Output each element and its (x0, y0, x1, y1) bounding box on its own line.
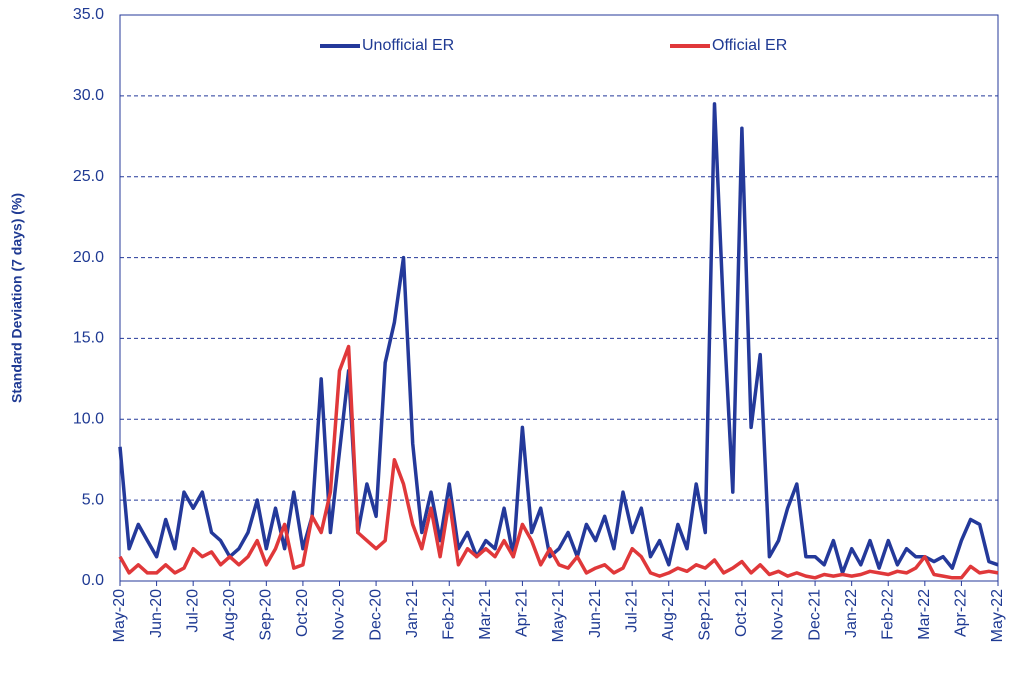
x-tick-label: Apr-22 (953, 589, 970, 637)
y-tick-label: 5.0 (82, 491, 104, 508)
y-axis-label: Standard Deviation (7 days) (%) (9, 193, 25, 403)
x-tick-label: Jun-20 (148, 589, 165, 638)
x-tick-label: Feb-22 (879, 589, 896, 640)
plot-frame (119, 14, 999, 582)
y-tick-label: 15.0 (73, 330, 104, 347)
x-tick-label: Nov-21 (770, 589, 787, 641)
x-tick-label: Apr-21 (514, 589, 531, 637)
x-tick-label: Oct-20 (294, 589, 311, 637)
line-series (118, 102, 999, 575)
x-tick-label: Mar-21 (477, 589, 494, 640)
x-tick-label: May-22 (989, 589, 1006, 642)
x-tick-label: Jan-21 (404, 589, 421, 638)
x-tick-label: Sep-21 (697, 589, 714, 641)
x-tick-label: Dec-21 (806, 589, 823, 641)
y-tick-label: 30.0 (73, 87, 104, 104)
x-tick-label: Mar-22 (916, 589, 933, 640)
y-tick-label: 0.0 (82, 572, 104, 589)
x-tick-label: Jul-20 (184, 589, 201, 633)
x-tick-label: Dec-20 (367, 589, 384, 641)
x-tick-label: Aug-20 (221, 589, 238, 641)
x-tick-label: Jun-21 (587, 589, 604, 638)
line-series (118, 344, 999, 580)
x-tick-label: Aug-21 (660, 589, 677, 641)
x-tick-label: Jul-21 (623, 589, 640, 633)
legend-label: Official ER (712, 37, 787, 54)
y-tick-label: 20.0 (73, 249, 104, 266)
x-tick-label: May-21 (550, 589, 567, 642)
y-tick-label: 25.0 (73, 168, 104, 185)
x-tick-label: Oct-21 (733, 589, 750, 637)
x-tick-label: Sep-20 (258, 589, 275, 641)
y-tick-label: 10.0 (73, 411, 104, 428)
x-tick-label: May-20 (111, 589, 128, 642)
x-tick-label: Nov-20 (331, 589, 348, 641)
y-tick-label: 35.0 (73, 6, 104, 23)
legend-label: Unofficial ER (362, 37, 454, 54)
x-tick-label: Jan-22 (843, 589, 860, 638)
x-tick-label: Feb-21 (440, 589, 457, 640)
